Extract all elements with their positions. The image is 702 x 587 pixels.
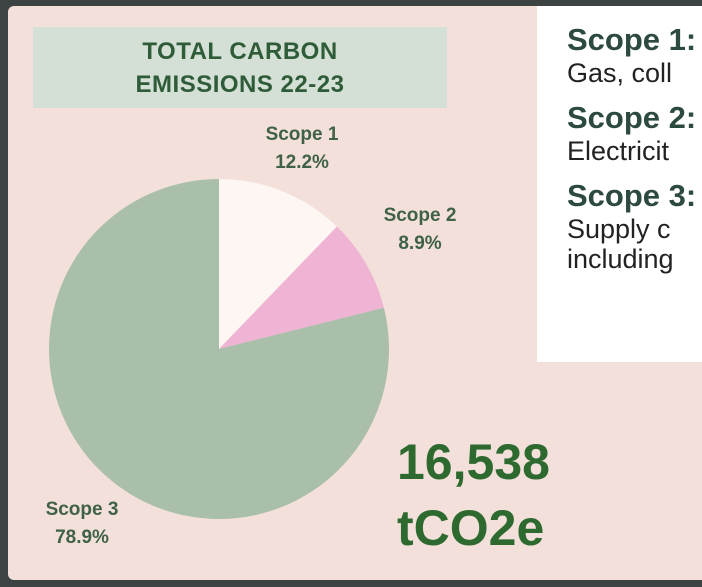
annotation: 16,538 (397, 434, 550, 490)
pie-slice (219, 179, 337, 349)
pie-slice (48, 179, 389, 519)
note-text: Electricit (567, 136, 670, 166)
slice-label: Scope 3 (46, 499, 119, 520)
note-heading: Scope 2: (567, 100, 697, 135)
chart-title: TOTAL CARBON EMISSIONS 22-23 (33, 27, 447, 108)
note-heading: Scope 3: (567, 178, 697, 213)
notes-box: Scope 1: Gas, coll Scope 2: Electricit Scope… (537, 6, 702, 362)
slice-value: 78.9% (55, 527, 109, 548)
annotation: tCO2e (397, 500, 544, 556)
pie-slice (219, 226, 384, 349)
slice-label: Scope 2 (384, 205, 457, 226)
slice-value: 12.2% (275, 152, 329, 173)
note-text: Gas, coll (567, 58, 673, 88)
note-heading: Scope 1: (567, 22, 697, 57)
note-text: Supply c including (567, 214, 674, 274)
slice-label: Scope 1 (266, 124, 339, 145)
slice-value: 8.9% (398, 233, 441, 254)
